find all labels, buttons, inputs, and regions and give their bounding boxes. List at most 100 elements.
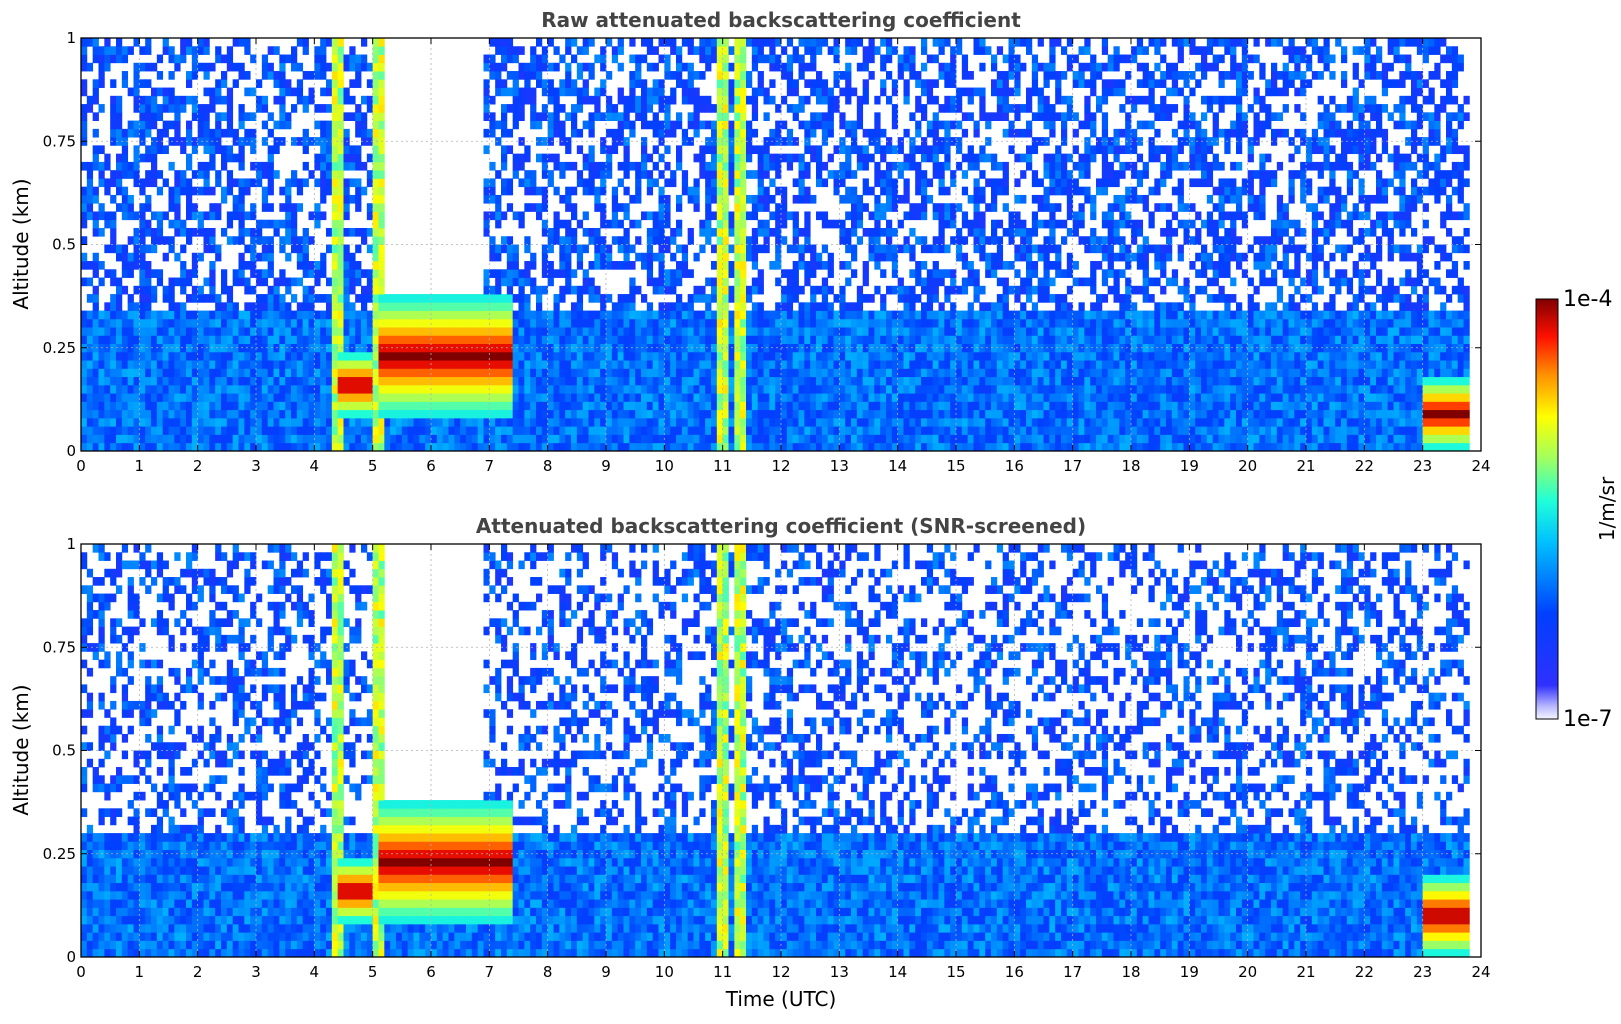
heatmap-cell	[874, 194, 881, 204]
heatmap-cell	[915, 261, 922, 270]
heatmap-cell	[209, 269, 216, 278]
heatmap-cell	[431, 376, 438, 386]
heatmap-cell	[174, 442, 181, 452]
heatmap-cell	[757, 186, 764, 196]
heatmap-cell	[786, 104, 794, 113]
heatmap-cell	[98, 393, 105, 402]
heatmap-cell	[168, 401, 175, 411]
heatmap-cell	[209, 376, 216, 386]
heatmap-cell	[98, 62, 105, 72]
heatmap-cell	[541, 351, 549, 361]
heatmap-cell	[565, 401, 572, 411]
heatmap-cell	[448, 442, 455, 452]
heatmap-cell	[372, 178, 379, 188]
heatmap-cell	[798, 302, 805, 311]
heatmap-cell	[646, 120, 654, 130]
heatmap-cell	[821, 434, 829, 444]
heatmap-cell	[623, 442, 630, 452]
heatmap-cell	[915, 211, 922, 221]
heatmap-cell	[232, 426, 239, 435]
heatmap-cell	[553, 376, 560, 386]
heatmap-cell	[226, 302, 234, 311]
heatmap-cell	[722, 137, 729, 146]
heatmap-cell	[436, 318, 444, 328]
heatmap-cell	[781, 62, 788, 72]
heatmap-cell	[145, 393, 152, 402]
heatmap-cell	[512, 87, 519, 97]
heatmap-cell	[798, 161, 805, 171]
heatmap-cell	[705, 417, 712, 427]
heatmap-cell	[226, 294, 234, 303]
heatmap-cell	[238, 368, 245, 378]
heatmap-cell	[757, 54, 764, 64]
heatmap-cell	[699, 384, 706, 394]
heatmap-cell	[483, 227, 490, 237]
heatmap-cell	[162, 376, 169, 386]
heatmap-cell	[786, 38, 794, 47]
heatmap-cell	[226, 343, 234, 353]
heatmap-cell	[361, 442, 368, 452]
heatmap-cell	[378, 194, 385, 204]
heatmap-cell	[833, 104, 840, 113]
heatmap-cell	[734, 161, 741, 171]
heatmap-cell	[740, 38, 747, 47]
heatmap-cell	[576, 384, 584, 394]
heatmap-cell	[279, 95, 286, 105]
heatmap-cell	[86, 95, 94, 105]
heatmap-cell	[506, 335, 514, 345]
heatmap-cell	[722, 186, 729, 196]
heatmap-cell	[676, 310, 683, 320]
heatmap-cell	[699, 401, 706, 411]
heatmap-cell	[921, 376, 928, 386]
heatmap-cell	[722, 327, 729, 336]
heatmap-cell	[489, 401, 496, 411]
heatmap-cell	[851, 417, 858, 427]
heatmap-cell	[337, 318, 344, 328]
heatmap-cell	[874, 335, 881, 345]
heatmap-cell	[635, 71, 642, 80]
heatmap-cell	[501, 277, 508, 287]
heatmap-cell	[746, 343, 753, 353]
heatmap-cell	[238, 376, 245, 386]
heatmap-cell	[676, 194, 683, 204]
heatmap-cell	[244, 401, 251, 411]
heatmap-cell	[571, 112, 578, 121]
heatmap-cell	[699, 104, 706, 113]
heatmap-cell	[722, 128, 729, 138]
heatmap-cell	[676, 442, 683, 452]
heatmap-cell	[845, 393, 852, 402]
heatmap-cell	[693, 71, 700, 80]
heatmap-cell	[244, 227, 251, 237]
heatmap-cell	[903, 95, 910, 105]
heatmap-cell	[326, 38, 333, 47]
heatmap-cell	[308, 426, 315, 435]
heatmap-cell	[670, 277, 677, 287]
heatmap-cell	[705, 104, 712, 113]
heatmap-cell	[606, 294, 613, 303]
heatmap-cell	[191, 170, 199, 179]
heatmap-cell	[623, 112, 630, 121]
heatmap-cell	[781, 302, 788, 311]
heatmap-cell	[571, 368, 578, 378]
heatmap-cell	[98, 261, 105, 270]
heatmap-cell	[238, 252, 245, 262]
heatmap-cell	[390, 360, 397, 369]
heatmap-cell	[495, 393, 502, 402]
heatmap-cell	[162, 294, 169, 303]
heatmap-cell	[349, 62, 356, 72]
heatmap-cell	[746, 335, 753, 345]
heatmap-cell	[915, 269, 922, 278]
heatmap-cell	[425, 401, 432, 411]
heatmap-cell	[903, 62, 910, 72]
heatmap-cell	[197, 434, 204, 444]
heatmap-cell	[699, 38, 706, 47]
heatmap-cell	[611, 236, 619, 245]
heatmap-cell	[880, 186, 887, 196]
heatmap-cell	[728, 178, 735, 188]
heatmap-cell	[728, 442, 735, 452]
heatmap-cell	[641, 310, 648, 320]
heatmap-cell	[285, 302, 292, 311]
heatmap-cell	[302, 442, 309, 452]
heatmap-cell	[127, 46, 134, 55]
heatmap-cell	[617, 219, 624, 229]
